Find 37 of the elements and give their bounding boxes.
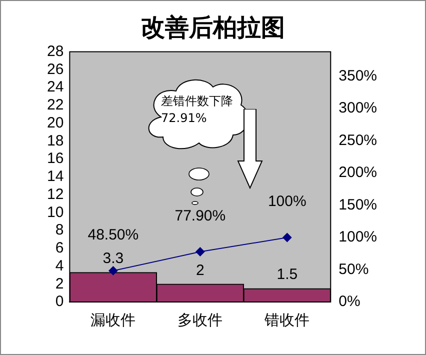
y-tick-label: 14	[46, 168, 64, 186]
point	[196, 247, 205, 256]
x-tick-label: 漏收件	[90, 310, 136, 329]
y2-tick-label: 350%	[338, 67, 378, 84]
data-label: 2	[196, 262, 204, 279]
y-tick-label: 0	[55, 293, 64, 310]
y-tick-label: 28	[46, 42, 64, 60]
y2-tick-label: 0%	[338, 293, 360, 310]
y-tick-label: 26	[46, 60, 64, 78]
y-tick-label: 16	[46, 150, 64, 168]
x-tick-label: 错收件	[264, 310, 310, 329]
y2-tick-label: 200%	[338, 164, 378, 182]
annotation: 差错件数下降 72.91%	[161, 93, 234, 127]
point	[108, 266, 118, 276]
y-tick-label: 4	[55, 257, 64, 274]
data-label: 3.3	[102, 250, 124, 268]
y-tick-label: 18	[46, 132, 64, 150]
y-tick-label: 22	[46, 96, 64, 114]
y-tick-label: 2	[55, 275, 64, 292]
y2-tick-label: 250%	[338, 132, 378, 149]
y-tick-label: 12	[46, 186, 64, 203]
data-label: 48.50%	[88, 226, 139, 244]
data-label: 100%	[268, 193, 306, 210]
y2-tick-label: 300%	[338, 100, 378, 117]
y-tick-label: 8	[55, 222, 64, 239]
y2-tick-label: 50%	[338, 260, 369, 278]
point	[282, 233, 292, 242]
y-tick-label: 10	[46, 204, 64, 221]
y2-tick-label: 150%	[338, 196, 378, 214]
y-tick-label: 6	[55, 240, 64, 257]
data-label: 77.90%	[174, 207, 226, 224]
chart-title: 改善后柏拉图	[141, 12, 285, 42]
y-tick-label: 24	[46, 78, 64, 96]
x-tick-label: 多收件	[178, 310, 223, 329]
y2-tick-label: 100%	[338, 228, 378, 246]
y-tick-label: 20	[46, 114, 64, 132]
data-label: 1.5	[276, 266, 298, 284]
